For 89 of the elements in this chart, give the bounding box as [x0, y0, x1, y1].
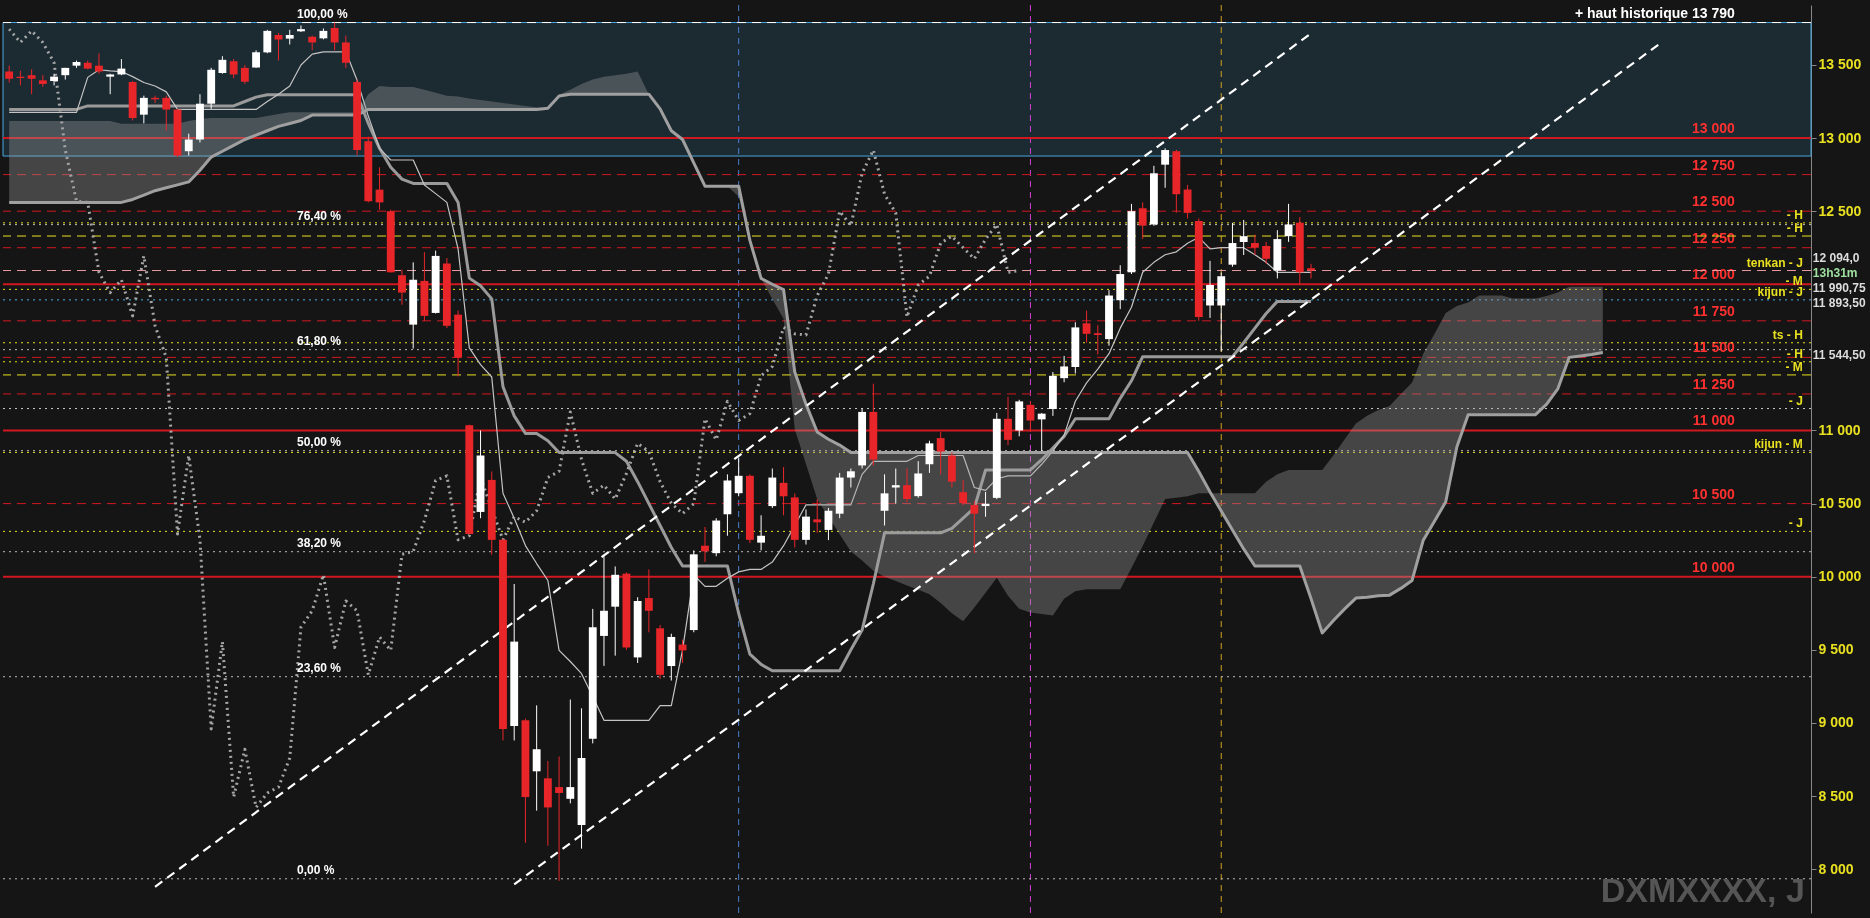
ref-line-label: 13 000 [1692, 120, 1736, 137]
ref-line-label: 11 500 [1692, 339, 1736, 356]
candlestick [50, 73, 58, 86]
candlestick [1284, 203, 1293, 243]
candlestick [1060, 355, 1069, 383]
annotation: DXMXXXX, J [1600, 871, 1805, 909]
candlestick [297, 24, 305, 33]
y-tick-label: 10 000 [1818, 568, 1862, 585]
candlestick [162, 95, 171, 132]
candlestick [229, 58, 238, 79]
ref-line-label: 10 000 [1692, 558, 1736, 575]
text: 11 544,50 [1812, 348, 1866, 362]
annotation: - M [1785, 359, 1803, 374]
annotation: - H [1786, 221, 1803, 236]
annotation: 23,60 % [296, 660, 342, 675]
y-tick-label: 8 500 [1818, 787, 1854, 804]
candlestick [813, 498, 822, 534]
candlestick [240, 64, 249, 85]
annotation: 76,40 % [296, 208, 342, 223]
ref-line-label: 11 750 [1692, 302, 1736, 319]
y-tick-label: 9 000 [1818, 714, 1854, 731]
candlestick [1307, 263, 1315, 279]
candlestick [341, 35, 350, 69]
candlestick [184, 133, 193, 157]
candlestick [936, 431, 945, 475]
candlestick [1262, 241, 1271, 265]
candlestick [1250, 234, 1259, 256]
annotation: - H [1786, 346, 1803, 361]
candlestick [1138, 201, 1147, 240]
candlestick [1093, 324, 1102, 355]
ref-line-label: 12 750 [1692, 156, 1736, 173]
candlestick [139, 95, 148, 124]
annotation: kijun - M [1754, 437, 1803, 452]
annotation: - J [1788, 516, 1803, 531]
annotation: 100,00 % [296, 6, 348, 21]
candlestick [555, 756, 564, 882]
annotation: - J [1788, 393, 1803, 408]
ref-line-label: 10 500 [1692, 485, 1736, 502]
candlestick [398, 269, 406, 306]
candlestick [846, 468, 855, 489]
y-tick-label: 11 000 [1818, 421, 1861, 438]
annotation: ts - H [1772, 327, 1803, 342]
y-tick-label: 10 500 [1818, 495, 1862, 512]
candlestick [644, 568, 653, 633]
candlestick [1026, 400, 1035, 433]
candlestick [880, 473, 889, 527]
y-tick-label: 9 500 [1818, 641, 1854, 658]
text: 11 990,75 [1812, 281, 1866, 295]
ref-line-label: 12 250 [1692, 229, 1736, 246]
annotation: 38,20 % [296, 535, 342, 550]
candlestick [1206, 260, 1214, 319]
annotation: 50,00 % [296, 434, 342, 449]
candlestick [27, 68, 36, 95]
y-tick-label: 12 500 [1818, 202, 1862, 219]
text: 13h31m [1812, 266, 1858, 280]
candlestick [970, 500, 979, 554]
annotation: 61,80 % [296, 333, 342, 348]
candlestick [532, 704, 541, 812]
candlestick [566, 699, 575, 804]
candlestick [263, 29, 272, 54]
ref-line-label: 11 000 [1692, 412, 1736, 429]
annotation: 0,00 % [296, 862, 335, 877]
candlestick [1004, 396, 1012, 446]
candlestick [891, 468, 900, 505]
candlestick [1228, 222, 1237, 268]
candlestick [1161, 147, 1170, 189]
y-tick-label: 13 000 [1818, 129, 1862, 146]
candlestick [1239, 219, 1248, 256]
annotation: tenkan - J [1746, 255, 1803, 270]
candlestick [274, 32, 283, 62]
y-tick-label: 8 000 [1818, 860, 1854, 877]
ref-line-label: 12 500 [1692, 193, 1736, 210]
candlestick [1082, 310, 1091, 344]
candlestick [330, 22, 339, 51]
candlestick [757, 514, 766, 551]
text: 12 094,0 [1812, 251, 1860, 265]
candlestick [959, 479, 968, 506]
text: 11 893,50 [1812, 296, 1866, 310]
candlestick [95, 52, 103, 75]
ref-line-label: 11 250 [1692, 375, 1736, 392]
candlestick [802, 508, 810, 546]
annotation: kijun - J [1757, 284, 1803, 299]
candlestick [734, 457, 743, 497]
annotation: - H [1786, 207, 1803, 222]
candlestick [903, 468, 911, 503]
candlestick [914, 460, 923, 499]
ref-line-label: + haut historique 13 790 [1574, 4, 1736, 21]
candlestick [925, 440, 934, 474]
y-tick-label: 13 500 [1818, 56, 1862, 73]
